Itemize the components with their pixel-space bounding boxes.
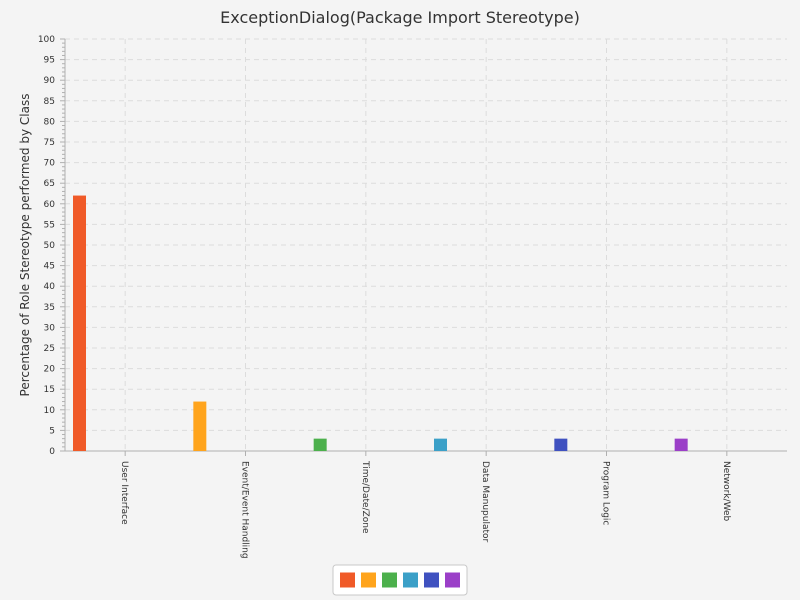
y-tick-label: 70 — [44, 159, 56, 169]
y-tick-label: 30 — [44, 323, 56, 333]
bars — [73, 195, 688, 451]
x-tick-label: User Interface — [119, 461, 129, 525]
y-tick-label: 0 — [49, 447, 55, 457]
x-axis-ticks: User Interface Event/Event Handling Time/D… — [119, 460, 731, 559]
x-tick-label: Network/Web — [721, 461, 731, 522]
bar — [554, 438, 568, 451]
x-tick-label: Program Logic — [601, 461, 611, 525]
legend-swatch — [340, 572, 355, 588]
bar — [434, 438, 447, 451]
chart-title: ExceptionDialog(Package Import Stereotyp… — [220, 8, 580, 27]
y-tick-label: 85 — [44, 97, 55, 107]
x-tick-label: Data Manupulator — [480, 461, 490, 543]
y-axis-label: Percentage of Role Stereotype performed … — [18, 94, 32, 397]
y-tick-label: 80 — [44, 117, 56, 127]
grid — [65, 38, 787, 451]
y-tick-label: 20 — [44, 365, 56, 375]
bar — [73, 195, 86, 451]
y-tick-label: 10 — [44, 406, 56, 416]
x-tick-label: Time/Date/Zone — [360, 460, 370, 534]
y-tick-label: 90 — [44, 76, 56, 86]
y-tick-label: 55 — [44, 220, 55, 230]
legend-swatch — [424, 572, 439, 588]
bar — [674, 438, 688, 451]
y-tick-label: 50 — [44, 241, 56, 251]
y-tick-label: 95 — [44, 56, 55, 66]
legend-swatch — [403, 572, 418, 588]
y-tick-label: 45 — [44, 262, 55, 272]
y-tick-label: 40 — [44, 282, 56, 292]
x-tick-label: Event/Event Handling — [240, 461, 250, 559]
y-tick-label: 25 — [44, 344, 55, 354]
y-tick-label: 5 — [49, 426, 55, 436]
bar — [193, 401, 207, 451]
axes — [60, 38, 787, 456]
y-axis-ticks: 0 5 10 15 20 25 30 35 40 45 50 55 60 65 70 75 80 85 90 95 10… — [38, 35, 55, 457]
y-tick-label: 15 — [44, 385, 55, 395]
bar — [313, 438, 327, 451]
legend — [332, 564, 468, 596]
y-tick-label: 65 — [44, 179, 55, 189]
y-tick-label: 35 — [44, 303, 55, 313]
legend-swatch — [361, 572, 376, 588]
legend-swatch — [445, 572, 460, 588]
y-tick-label: 60 — [44, 200, 56, 210]
legend-swatch — [382, 572, 397, 588]
y-tick-label: 100 — [38, 35, 55, 45]
y-tick-label: 75 — [44, 138, 55, 148]
